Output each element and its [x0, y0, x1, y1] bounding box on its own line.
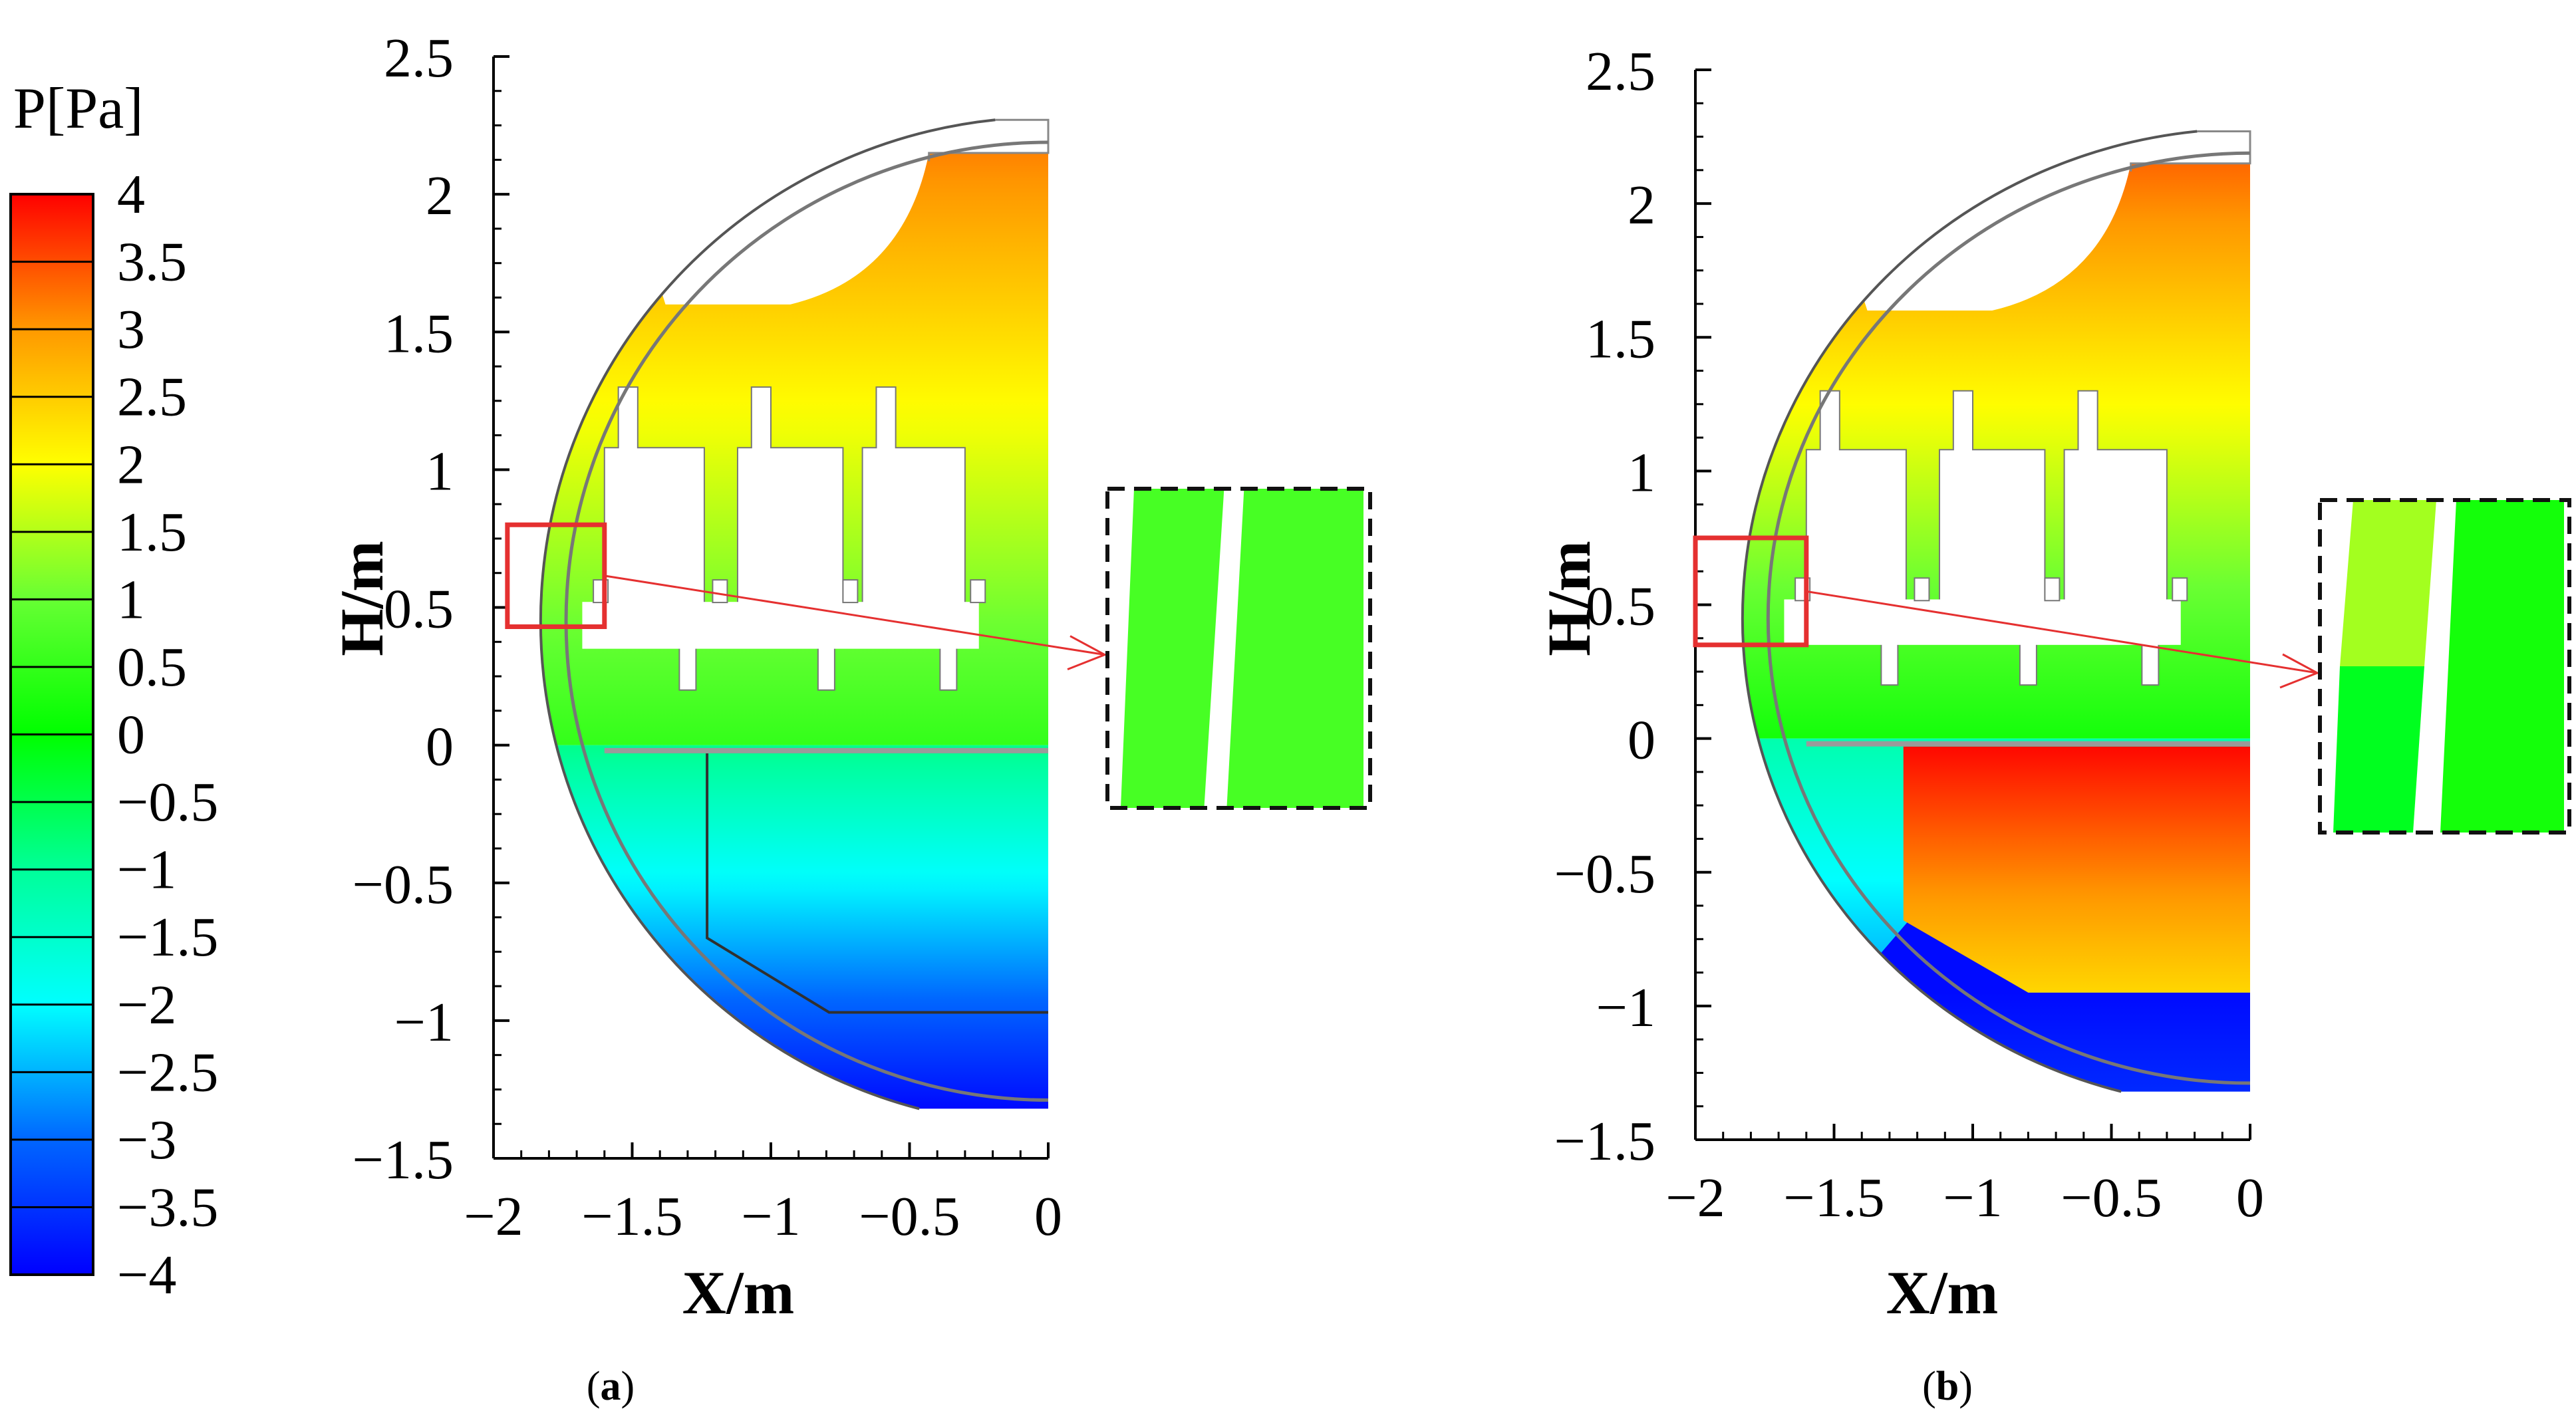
pb-zoom-arrowhead [2279, 653, 2320, 689]
colorbar: P[Pa] 43.532.521.510.50−0.5−1−1.5−2−2.5−… [9, 76, 218, 1306]
pa-zoom-arrow [604, 575, 1105, 656]
pa-inner-wall [564, 140, 1049, 1102]
pa-inset-right [1226, 489, 1363, 808]
colorbar-level-label: −4 [117, 1244, 176, 1306]
colorbar-level-label: −2 [117, 974, 176, 1036]
panel-a-zoom [505, 487, 1372, 810]
pb-inset-frame [2318, 498, 2571, 835]
colorbar-level-label: 2 [117, 434, 145, 495]
floor-marker-2 [712, 579, 728, 604]
pa-x-tick-label: −1 [741, 1186, 800, 1247]
pa-pressure-field [540, 120, 1048, 1109]
pa-y-tick-label: 2.5 [384, 27, 454, 89]
pa-zoom-arrowhead [1067, 635, 1107, 670]
panel-a-y-label: H/m [328, 541, 396, 656]
pa-y-tick-label: −1 [394, 991, 454, 1053]
colorbar-level-label: 1.5 [117, 501, 187, 563]
floor-marker-3 [842, 579, 859, 604]
colorbar-level-label: −3 [117, 1109, 176, 1171]
pb-zoom-arrow [1806, 590, 2318, 674]
pb-y-tick-label: 2.5 [1586, 41, 1655, 102]
pa-x-tick-label: −0.5 [859, 1186, 960, 1247]
colorbar-title: P[Pa] [13, 76, 144, 141]
panel-b-y-label: H/m [1535, 541, 1603, 656]
panel-a-contour [539, 118, 1050, 1110]
colorbar-level-label: 3.5 [117, 231, 187, 293]
panel-b-caption: (b) [1922, 1364, 1973, 1409]
pb-y-tick-label: −1.5 [1554, 1110, 1655, 1172]
pb-bin-edge [2130, 130, 2251, 172]
colorbar-level-label: −1 [117, 839, 176, 901]
floor-marker-4 [970, 579, 986, 604]
colorbar-level-label: 0.5 [117, 636, 187, 698]
pb-y-tick-label: −0.5 [1554, 843, 1655, 905]
colorbar-level-label: 1 [117, 569, 145, 630]
pa-y-tick-label: −1.5 [353, 1129, 454, 1191]
pa-y-tick-label: −0.5 [353, 854, 454, 916]
pa-y-tick-label: 1 [426, 440, 454, 502]
pa-partition-line [706, 753, 1048, 1014]
pa-x-tick-label: −2 [464, 1186, 523, 1247]
pb-outer-wall [1741, 130, 2198, 1093]
pb-y-tick-label: 1.5 [1586, 308, 1655, 370]
pa-y-tick-label: 0.5 [384, 579, 454, 640]
colorbar-level-label: 3 [117, 299, 145, 360]
pb-y-tick-label: 1 [1628, 442, 1655, 503]
colorbar-level-label: 0 [117, 704, 145, 766]
pb-x-tick-label: −1 [1943, 1167, 2002, 1229]
pb-x-tick-label: 0 [2236, 1167, 2264, 1229]
floor-marker-2 [1914, 577, 1930, 602]
pa-x-tick-label: −1.5 [581, 1186, 682, 1247]
pa-y-tick-label: 1.5 [384, 303, 454, 364]
pa-outer-wall [539, 118, 996, 1110]
panel-b-axes: −1.5−1−0.500.511.522.5−2 −1.5 −1 −0.5 0 [1554, 41, 2264, 1229]
floor-marker-3 [2044, 577, 2061, 602]
pb-y-tick-label: 0 [1628, 710, 1655, 771]
pa-lower-region [540, 745, 1048, 1109]
panel-a-caption: (a) [587, 1364, 635, 1409]
panel-a-x-label: X/m [682, 1259, 795, 1327]
floor-marker-4 [2172, 577, 2188, 602]
pb-inset-left-bottom [2333, 666, 2424, 833]
pb-y-tick-label: −1 [1596, 977, 1655, 1039]
pb-y-tick-label: 2 [1628, 174, 1655, 236]
pa-y-tick-label: 0 [426, 716, 454, 778]
colorbar-level-label: −0.5 [117, 771, 218, 833]
colorbar-level-label: −2.5 [117, 1041, 218, 1103]
pb-x-tick-label: −0.5 [2061, 1167, 2162, 1229]
pa-zoom-box [505, 522, 607, 629]
panel-b-contour [1741, 130, 2264, 1093]
colorbar-level-label: 4 [117, 164, 145, 225]
colorbar-level-label: −3.5 [117, 1176, 218, 1238]
pb-y-tick-label: 0.5 [1586, 576, 1655, 638]
pb-inset-left-top [2340, 500, 2436, 666]
panel-b-x-label: X/m [1886, 1259, 1999, 1327]
panel-a-axes: −1.5−1−0.500.511.522.5−2 −1.5 −1 −0.5 0 [353, 27, 1062, 1247]
pb-x-tick-label: −1.5 [1783, 1167, 1884, 1229]
pb-x-tick-label: −2 [1665, 1167, 1725, 1229]
pb-inset-right [2440, 500, 2564, 833]
pa-inset-left [1121, 489, 1224, 808]
panel-b-zoom [1693, 498, 2571, 835]
colorbar-level-label: −1.5 [117, 906, 218, 968]
pa-x-tick-label: 0 [1034, 1186, 1062, 1247]
pa-y-tick-label: 2 [426, 165, 454, 227]
panel-a: −1.5−1−0.500.511.522.5−2 −1.5 −1 −0.5 0 X/m … [328, 27, 1372, 1409]
colorbar-level-label: 2.5 [117, 366, 187, 428]
pb-pressure-field [1742, 131, 2250, 1092]
pb-floor-strip [1784, 599, 2181, 645]
pb-cargo-region [1903, 746, 2250, 993]
panel-b: −1.5−1−0.500.511.522.5−2 −1.5 −1 −0.5 0 X/m … [1535, 41, 2571, 1409]
